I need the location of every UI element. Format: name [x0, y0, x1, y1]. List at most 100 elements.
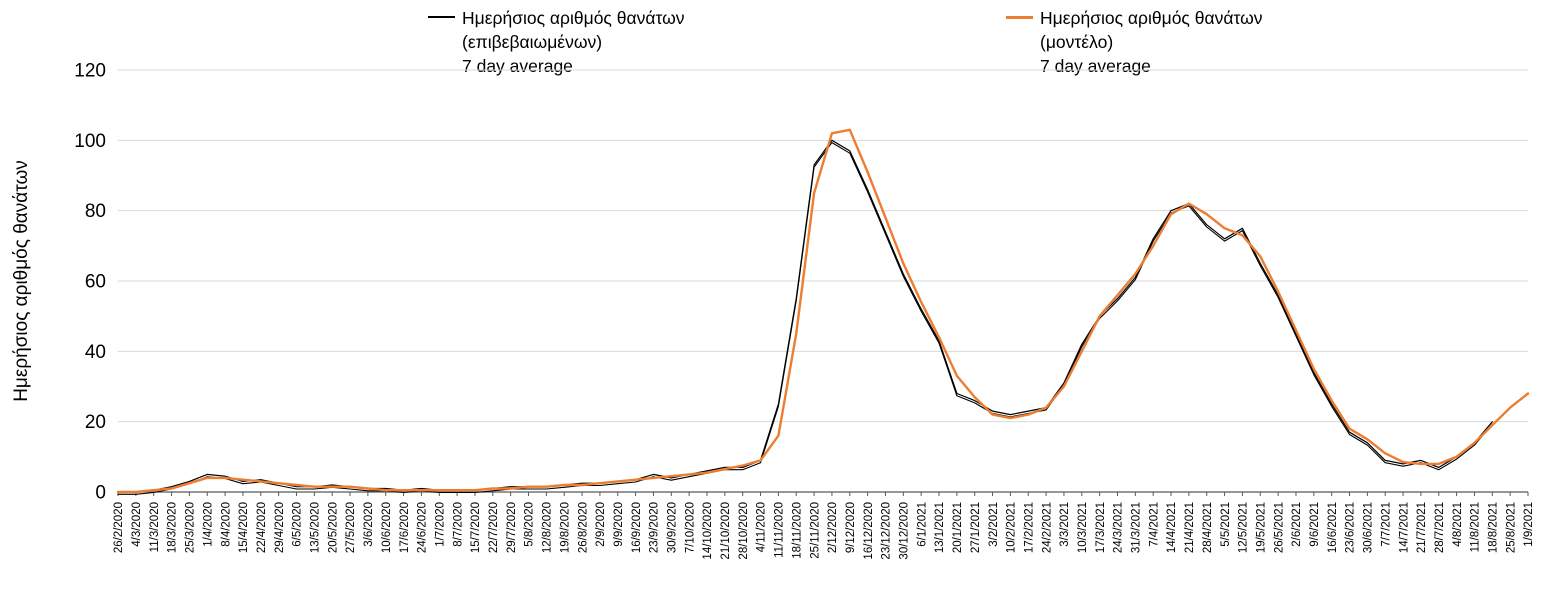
- x-tick-label: 8/4/2020: [220, 502, 232, 547]
- x-tick-label: 7/4/2021: [1148, 502, 1160, 547]
- legend-confirmed-line2: (επιβεβαιωμένων): [462, 32, 603, 52]
- x-tick-label: 26/2/2020: [113, 502, 125, 553]
- x-tick-label: 10/3/2021: [1077, 502, 1089, 553]
- x-tick-label: 14/4/2021: [1166, 502, 1178, 553]
- series-line-confirmed: [117, 139, 1493, 493]
- legend-model-line1: Ημερήσιος αριθμός θανάτων: [1040, 8, 1263, 28]
- x-tick-label: 23/12/2020: [881, 502, 893, 560]
- x-tick-label: 9/12/2020: [845, 502, 857, 553]
- x-tick-label: 3/3/2021: [1059, 502, 1071, 547]
- legend-item-confirmed: Ημερήσιος αριθμός θανάτων (επιβεβαιωμένω…: [428, 6, 685, 78]
- x-tick-label: 7/7/2021: [1380, 502, 1392, 547]
- x-tick-label: 13/1/2021: [934, 502, 946, 553]
- legend-text-model: Ημερήσιος αριθμός θανάτων (μοντέλο) 7 da…: [1040, 6, 1263, 78]
- legend-text-confirmed: Ημερήσιος αριθμός θανάτων (επιβεβαιωμένω…: [462, 6, 685, 78]
- x-tick-label: 21/7/2021: [1416, 502, 1428, 553]
- x-tick-label: 27/5/2020: [345, 502, 357, 553]
- x-tick-label: 2/6/2021: [1291, 502, 1303, 547]
- series-line-confirmed-daily: [117, 142, 1493, 495]
- x-tick-label: 15/4/2020: [238, 502, 250, 553]
- x-tick-label: 4/11/2020: [756, 502, 768, 552]
- x-tick-label: 17/2/2021: [1023, 502, 1035, 553]
- x-tick-label: 17/6/2020: [399, 502, 411, 553]
- y-tick-label: 20: [85, 412, 106, 433]
- x-tick-label: 8/7/2020: [452, 502, 464, 547]
- y-tick-label: 100: [74, 131, 106, 152]
- x-tick-label: 30/12/2020: [899, 502, 911, 560]
- x-tick-label: 20/5/2020: [327, 502, 339, 553]
- x-tick-label: 24/2/2021: [1041, 502, 1053, 553]
- x-tick-label: 1/7/2020: [434, 502, 446, 547]
- x-tick-label: 30/9/2020: [666, 502, 678, 553]
- x-tick-label: 13/5/2020: [310, 502, 322, 553]
- y-tick-label: 60: [85, 272, 106, 293]
- x-tick-label: 16/6/2021: [1327, 502, 1339, 553]
- x-tick-label: 28/7/2021: [1434, 502, 1446, 553]
- y-tick-label: 0: [95, 483, 106, 504]
- x-tick-label: 31/3/2021: [1131, 502, 1143, 553]
- x-tick-label: 4/8/2021: [1452, 502, 1464, 547]
- x-tick-label: 1/9/2021: [1523, 502, 1535, 547]
- x-tick-label: 30/6/2021: [1363, 502, 1375, 553]
- x-tick-label: 10/2/2021: [1006, 502, 1018, 553]
- x-tick-label: 6/5/2020: [292, 502, 304, 547]
- legend-item-model: Ημερήσιος αριθμός θανάτων (μοντέλο) 7 da…: [1006, 6, 1263, 78]
- x-tick-label: 18/3/2020: [167, 502, 179, 553]
- x-tick-label: 27/1/2021: [970, 502, 982, 553]
- x-tick-label: 24/6/2020: [417, 502, 429, 553]
- x-tick-label: 11/11/2020: [774, 502, 786, 558]
- model-line-swatch: [1006, 16, 1033, 19]
- x-tick-label: 22/4/2020: [256, 502, 268, 553]
- legend-model-line2: (μοντέλο): [1040, 32, 1114, 52]
- x-tick-label: 16/9/2020: [631, 502, 643, 553]
- x-tick-label: 2/12/2020: [827, 502, 839, 553]
- y-tick-label: 40: [85, 342, 106, 363]
- x-tick-label: 12/8/2020: [542, 502, 554, 553]
- x-tick-label: 26/5/2021: [1273, 502, 1285, 553]
- x-tick-label: 29/7/2020: [506, 502, 518, 553]
- x-tick-label: 11/3/2020: [149, 502, 161, 552]
- x-tick-label: 6/1/2021: [916, 502, 928, 547]
- x-tick-label: 25/3/2020: [185, 502, 197, 553]
- x-tick-label: 25/8/2021: [1505, 502, 1517, 553]
- x-tick-label: 28/10/2020: [738, 502, 750, 560]
- x-tick-label: 9/6/2021: [1309, 502, 1321, 547]
- x-tick-label: 17/3/2021: [1095, 502, 1107, 553]
- x-tick-label: 3/2/2021: [988, 502, 1000, 547]
- y-tick-label: 120: [74, 61, 106, 82]
- x-tick-label: 7/10/2020: [684, 502, 696, 553]
- x-tick-label: 5/5/2021: [1220, 502, 1232, 547]
- x-tick-label: 4/3/2020: [131, 502, 143, 547]
- x-tick-label: 16/12/2020: [863, 502, 875, 560]
- x-tick-label: 14/7/2021: [1398, 502, 1410, 553]
- x-tick-label: 18/11/2020: [791, 502, 803, 559]
- series-line-model: [116, 128, 1530, 494]
- x-tick-label: 21/10/2020: [720, 502, 732, 560]
- x-tick-label: 1/4/2020: [202, 502, 214, 547]
- x-tick-label: 23/6/2021: [1345, 502, 1357, 553]
- x-tick-label: 15/7/2020: [470, 502, 482, 553]
- x-tick-label: 11/8/2021: [1470, 502, 1482, 552]
- x-tick-label: 9/9/2020: [613, 502, 625, 547]
- x-tick-label: 28/4/2021: [1202, 502, 1214, 553]
- x-tick-label: 18/8/2021: [1488, 502, 1500, 553]
- x-tick-label: 26/8/2020: [577, 502, 589, 553]
- x-tick-label: 24/3/2021: [1113, 502, 1125, 553]
- x-tick-label: 22/7/2020: [488, 502, 500, 553]
- y-tick-label: 80: [85, 201, 106, 222]
- legend-model-line3: 7 day average: [1040, 56, 1151, 76]
- x-tick-label: 20/1/2021: [952, 502, 964, 553]
- x-tick-label: 19/5/2021: [1255, 502, 1267, 553]
- x-tick-label: 25/11/2020: [809, 502, 821, 559]
- x-tick-label: 2/9/2020: [595, 502, 607, 547]
- x-tick-label: 29/4/2020: [274, 502, 286, 553]
- x-tick-label: 5/8/2020: [524, 502, 536, 547]
- x-tick-label: 14/10/2020: [702, 502, 714, 560]
- confirmed-line-swatch: [428, 16, 455, 18]
- x-tick-label: 21/4/2021: [1184, 502, 1196, 553]
- legend-confirmed-line1: Ημερήσιος αριθμός θανάτων: [462, 8, 685, 28]
- x-tick-label: 23/9/2020: [649, 502, 661, 553]
- x-tick-label: 10/6/2020: [381, 502, 393, 553]
